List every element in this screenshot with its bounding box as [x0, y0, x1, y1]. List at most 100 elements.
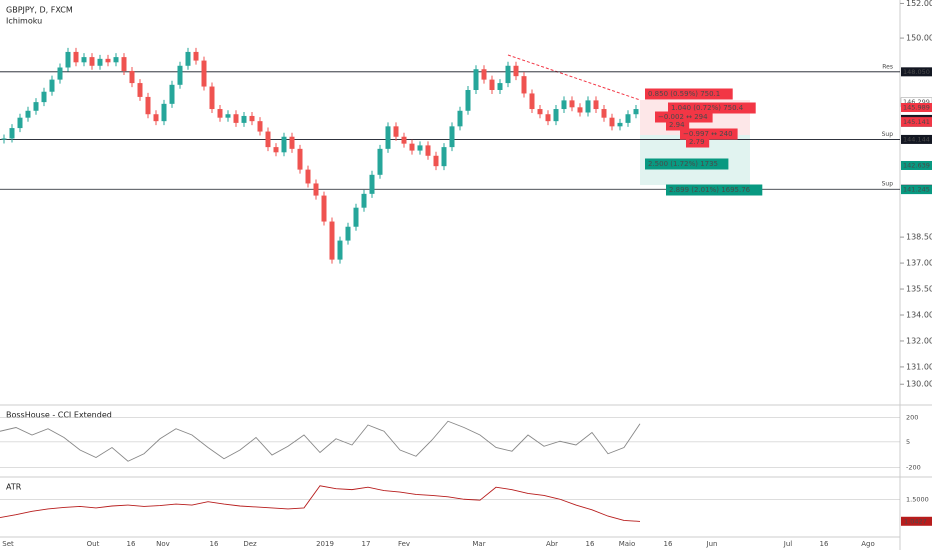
candle-body — [201, 60, 207, 87]
candle-body — [73, 51, 79, 63]
candle-body — [33, 102, 39, 111]
candle-body — [9, 128, 15, 139]
candle-body — [369, 174, 375, 194]
candle-body — [489, 79, 495, 90]
candle-body — [361, 193, 367, 208]
trend-line — [507, 54, 641, 101]
price-label: 146.299 — [903, 98, 930, 106]
candle-body — [633, 109, 639, 115]
y-tick-label: 131.000 — [906, 362, 932, 371]
y-tick-label: -200 — [906, 464, 921, 472]
y-tick-label: 130.000 — [906, 380, 932, 389]
price-label: 141.245 — [903, 186, 930, 194]
candle-body — [385, 126, 391, 149]
annotation: −0.002 ↔ 294 — [658, 113, 708, 121]
x-tick-label: 16 — [820, 540, 829, 548]
candle-body — [505, 65, 511, 84]
candle-body — [297, 148, 303, 170]
candle-body — [537, 109, 543, 115]
cci-line — [0, 420, 641, 462]
candle-body — [593, 100, 599, 110]
candle-body — [249, 115, 255, 122]
annotation-box — [668, 102, 756, 114]
candle-body — [65, 51, 71, 68]
price-label-box — [901, 516, 932, 526]
candle-body — [121, 57, 127, 71]
candle-body — [153, 114, 159, 122]
x-tick-label: Maio — [619, 540, 636, 548]
candle-body — [145, 96, 151, 115]
atr-title: ATR — [6, 483, 22, 492]
candle-body — [441, 147, 447, 167]
candle-body — [465, 90, 471, 111]
candle-body — [265, 131, 271, 148]
candle-body — [25, 110, 31, 118]
candle-body — [161, 103, 167, 122]
candle-body — [377, 148, 383, 175]
x-tick-label: Set — [2, 540, 14, 548]
price-label-box — [901, 102, 932, 112]
candle-body — [401, 136, 407, 144]
candle-body — [257, 121, 263, 132]
candle-body — [313, 183, 319, 196]
candle-body — [217, 109, 223, 118]
annotation: 2.79 — [689, 138, 705, 146]
price-label: 148.050 — [903, 68, 930, 76]
candle-body — [417, 145, 423, 151]
price-label-box — [901, 117, 932, 127]
price-label: 144.144 — [903, 135, 930, 143]
x-tick-label: Mar — [472, 540, 485, 548]
candle-body — [457, 110, 463, 127]
y-tick-label: 152.000 — [906, 0, 932, 8]
price-label: 145.141 — [903, 118, 930, 126]
candle-body — [233, 114, 239, 123]
annotation-box — [666, 119, 690, 131]
candle-body — [345, 226, 351, 241]
candle-body — [353, 207, 359, 227]
annotation: 2.500 (1.72%) 1735 — [648, 160, 718, 168]
candle-body — [553, 109, 559, 122]
candle-body — [89, 57, 95, 66]
y-tick-label: 150.000 — [906, 34, 932, 43]
candle-body — [409, 143, 415, 151]
y-tick-label: 132.000 — [906, 336, 932, 345]
candle-body — [81, 57, 87, 63]
candle-body — [97, 58, 103, 66]
annotation-box — [655, 111, 713, 123]
x-tick-label: Dez — [243, 540, 257, 548]
y-tick-label: 1.5000 — [906, 495, 929, 503]
annotation-box — [645, 88, 733, 100]
x-tick-label: Fev — [398, 540, 410, 548]
y-tick-label: 138.500 — [906, 233, 932, 242]
candle-body — [57, 67, 63, 80]
candle-body — [601, 109, 607, 118]
annotation: 2.899 (2.01%) 1695.76 — [669, 186, 751, 194]
candle-body — [425, 145, 431, 156]
candle-body — [305, 169, 311, 184]
candle-body — [185, 51, 191, 66]
price-label-box — [901, 185, 932, 195]
candle-body — [105, 58, 111, 63]
atr-line — [0, 485, 641, 522]
annotation: 0.850 (0.59%) 750.1 — [648, 90, 720, 98]
candle-body — [561, 100, 567, 110]
candle-body — [193, 51, 199, 61]
x-tick-label: Nov — [156, 540, 170, 548]
annotation-box — [686, 136, 710, 148]
candle-body — [521, 76, 527, 94]
cci-title: BossHouse - CCI Extended — [6, 411, 112, 420]
level-label: Res — [882, 63, 893, 70]
candle-body — [337, 240, 343, 260]
candle-body — [625, 114, 631, 123]
price-label: 142.639 — [903, 161, 930, 169]
candle-body — [225, 114, 231, 118]
candle-body — [473, 69, 479, 90]
x-tick-label: 2019 — [316, 540, 334, 548]
y-tick-label: 5 — [906, 438, 910, 446]
price-label: 1.0427 — [904, 517, 927, 525]
x-tick-label: Out — [87, 540, 100, 548]
candle-body — [545, 114, 551, 122]
candle-body — [529, 93, 535, 110]
annotation-box — [680, 128, 738, 140]
